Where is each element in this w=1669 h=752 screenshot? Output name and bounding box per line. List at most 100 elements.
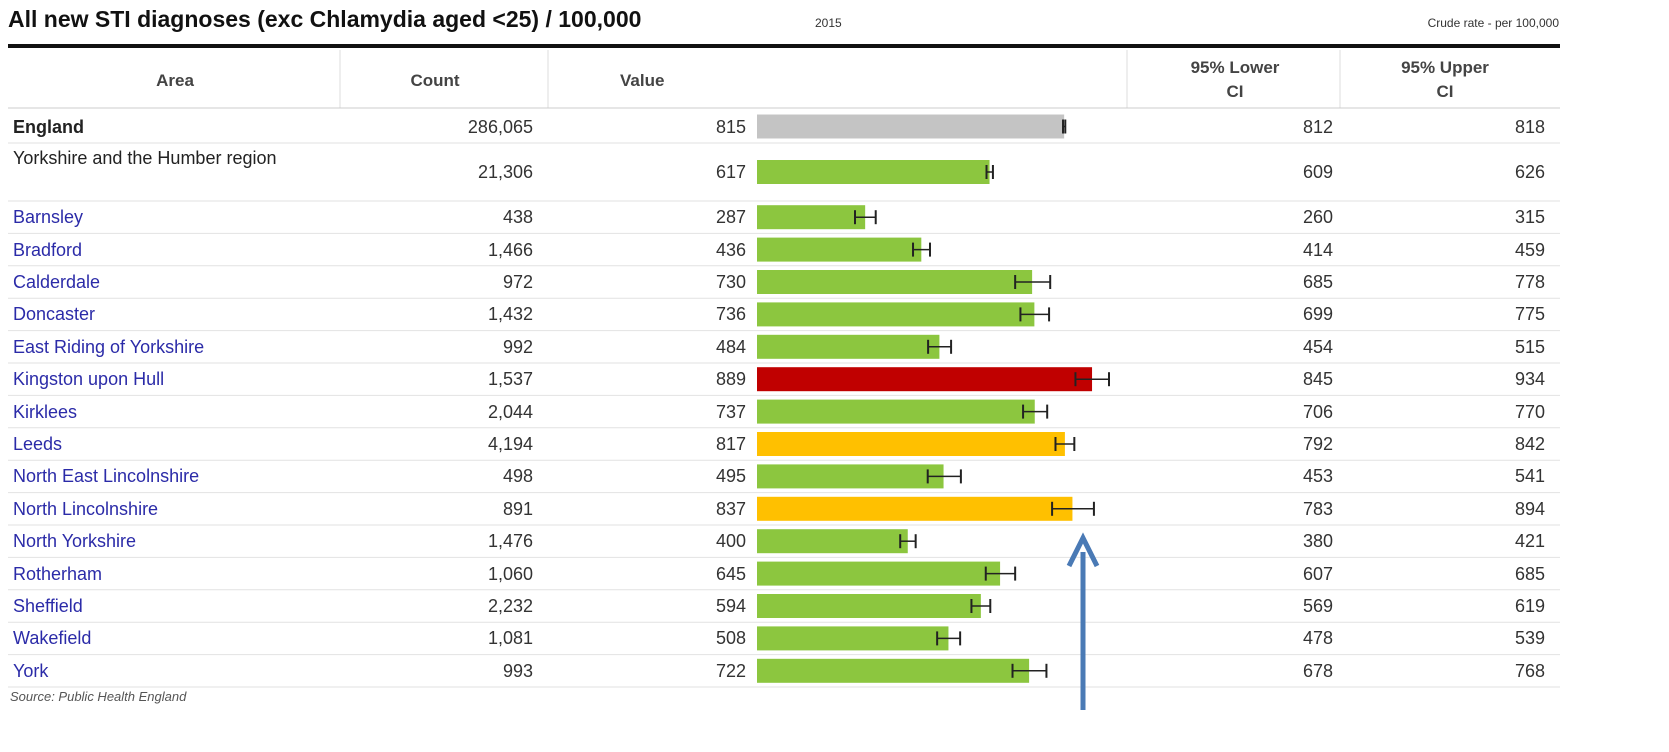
measure: Crude rate - per 100,000 <box>1427 16 1559 30</box>
upper-ci: 778 <box>1514 272 1545 292</box>
upper-ci: 685 <box>1514 563 1545 584</box>
area-name: Bradford <box>13 239 83 260</box>
area-name: Yorkshire and the Humber region <box>13 148 277 168</box>
value: 736 <box>715 304 746 325</box>
bar <box>757 529 908 554</box>
upper-ci: 421 <box>1514 531 1545 552</box>
count: 1,476 <box>487 531 533 552</box>
lower-ci: 706 <box>1302 401 1333 422</box>
count: 4,194 <box>487 434 533 454</box>
lower-ci: 845 <box>1302 369 1333 390</box>
bar <box>757 114 1065 139</box>
count: 992 <box>502 336 533 357</box>
lower-ci: 685 <box>1302 272 1333 292</box>
upper-ci: 894 <box>1514 498 1545 519</box>
area-name: North East Lincolnshire <box>13 466 200 487</box>
count: 1,432 <box>487 304 533 325</box>
lower-ci: 380 <box>1302 531 1333 552</box>
area-name: Calderdale <box>13 272 101 292</box>
upper-ci: 770 <box>1514 401 1545 422</box>
value: 645 <box>715 563 746 584</box>
value: 815 <box>715 116 746 137</box>
lower-ci: 454 <box>1302 336 1333 357</box>
upper-ci: 619 <box>1514 596 1545 616</box>
value: 889 <box>715 369 746 390</box>
count: 891 <box>502 498 533 519</box>
upper-ci: 539 <box>1514 628 1545 649</box>
value: 287 <box>715 207 746 228</box>
period: 2015 <box>815 16 842 30</box>
count: 21,306 <box>477 162 533 182</box>
value: 400 <box>715 531 746 552</box>
column-header: Value <box>620 71 665 90</box>
value: 508 <box>715 628 746 649</box>
lower-ci: 478 <box>1302 628 1333 649</box>
count: 286,065 <box>467 116 533 137</box>
bar <box>757 367 1093 392</box>
area-name: Kingston upon Hull <box>13 369 165 390</box>
value: 722 <box>715 660 746 681</box>
area-name: Kirklees <box>13 401 78 422</box>
bar <box>757 160 990 184</box>
bar <box>757 302 1035 327</box>
lower-ci: 607 <box>1302 563 1333 584</box>
area-name: England <box>13 116 84 137</box>
value: 594 <box>715 596 746 616</box>
upper-ci: 818 <box>1514 116 1545 137</box>
value: 436 <box>715 239 746 260</box>
lower-ci: 812 <box>1302 116 1333 137</box>
lower-ci: 783 <box>1302 498 1333 519</box>
lower-ci: 260 <box>1302 207 1333 228</box>
column-header: Area <box>156 71 194 90</box>
title: All new STI diagnoses (exc Chlamydia age… <box>8 6 642 32</box>
lower-ci: 699 <box>1302 304 1333 325</box>
bar <box>757 399 1035 424</box>
upper-ci: 775 <box>1514 304 1545 325</box>
bar <box>757 432 1065 456</box>
bar <box>757 237 922 262</box>
value: 495 <box>715 466 746 487</box>
upper-ci: 934 <box>1514 369 1545 390</box>
upper-ci: 459 <box>1514 239 1545 260</box>
bar <box>757 561 1001 586</box>
lower-ci: 569 <box>1302 596 1333 616</box>
upper-ci: 315 <box>1514 207 1545 228</box>
count: 2,044 <box>487 401 533 422</box>
value: 617 <box>715 162 746 182</box>
area-name: Doncaster <box>13 304 96 325</box>
count: 438 <box>502 207 533 228</box>
area-name: Wakefield <box>13 628 92 649</box>
bar <box>757 464 944 489</box>
area-name: Rotherham <box>13 563 103 584</box>
upper-ci: 842 <box>1514 434 1545 454</box>
bar <box>757 496 1073 521</box>
bar <box>757 594 981 618</box>
area-name: York <box>13 660 49 681</box>
count: 1,537 <box>487 369 533 390</box>
area-name: East Riding of Yorkshire <box>13 336 205 357</box>
lower-ci: 678 <box>1302 660 1333 681</box>
source: Source: Public Health England <box>10 689 187 704</box>
area-name: Leeds <box>13 434 63 454</box>
value: 730 <box>715 272 746 292</box>
count: 1,466 <box>487 239 533 260</box>
value: 837 <box>715 498 746 519</box>
bar <box>757 270 1033 294</box>
value: 484 <box>715 336 746 357</box>
count: 993 <box>502 660 533 681</box>
count: 498 <box>502 466 533 487</box>
lower-ci: 453 <box>1302 466 1333 487</box>
area-name: North Yorkshire <box>13 531 137 552</box>
bar <box>757 658 1030 683</box>
bar <box>757 334 940 359</box>
count: 2,232 <box>487 596 533 616</box>
upper-ci: 768 <box>1514 660 1545 681</box>
value: 737 <box>715 401 746 422</box>
count: 1,081 <box>487 628 533 649</box>
lower-ci: 414 <box>1302 239 1333 260</box>
bar <box>757 205 866 230</box>
bar <box>757 626 949 651</box>
column-header: 95% Lower CI <box>1190 58 1280 101</box>
